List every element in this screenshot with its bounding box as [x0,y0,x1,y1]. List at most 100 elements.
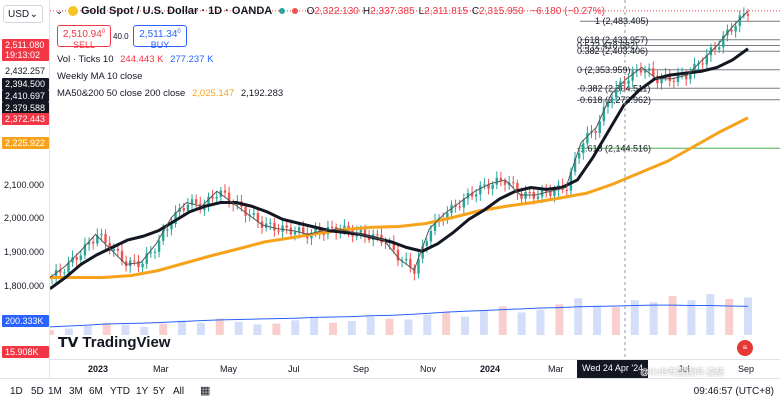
candle-body [141,263,144,268]
volume-bar [479,310,488,335]
candle-body [170,223,173,230]
weekly-ma-line [50,10,749,278]
currency-selector[interactable]: USD ⌄ [3,5,43,23]
candle-body [528,192,531,194]
candle-body [499,177,503,181]
time-axis[interactable]: 2023 Mar May Jul Sep Nov 2024 Mar Jul Sep Wed 24 … [50,359,780,378]
candle-body [104,233,107,243]
price-label: 2,394.500 [2,78,49,90]
candle-body [516,183,519,194]
candle-body [425,241,428,246]
candle-body [157,240,161,252]
candle-body [83,244,87,256]
chart-legend: ⌄ Gold Spot / U.S. Dollar · 1D · OANDA O… [55,5,605,17]
indicator-ma50-200[interactable]: MA50&200 50 close 200 close 2,025.147 2,… [57,88,283,99]
candle-body [322,234,326,236]
sell-price: 2,510.94 [62,29,102,40]
x-tick-label: Jul [288,364,300,374]
candle-body [536,196,540,199]
candle-body [137,261,140,268]
candle-body [75,257,78,260]
range-button-1m[interactable]: 1M [48,386,62,397]
candle-body [59,269,62,273]
price-axis[interactable]: USD ⌄ 2,511.080 19:13:02 2,432.257 2,394.50… [0,0,50,378]
symbol-title[interactable]: Gold Spot / U.S. Dollar · 1D · OANDA [80,5,273,17]
volume-bar [328,322,337,335]
volume-bar [744,297,752,335]
candle-body [359,229,363,233]
range-button-6m[interactable]: 6M [89,386,103,397]
indicator-volume[interactable]: Vol · Ticks 10 244.443 K 277.237 K [57,54,213,65]
calendar-icon[interactable]: ▦ [200,385,211,397]
volume-bar [461,316,470,335]
price-chart[interactable]: 1 (2,483.405) 0.618 (2,433.957) 0.5 (2,418… [50,0,780,378]
volume-bar [442,312,451,335]
candle-body [96,235,99,244]
candle-body [108,242,111,251]
flag-icon[interactable]: ≡ [737,340,753,356]
volume-bar [423,314,432,335]
candle-body [186,204,190,211]
candle-body [470,192,474,197]
spread-value: 40.0 [113,32,129,41]
range-button-all[interactable]: All [173,386,185,397]
collapse-chevron-icon[interactable]: ⌄ [55,6,64,17]
volume-bar [347,321,356,335]
volume-bar [517,312,526,335]
y-tick-label: 2,000.000 [4,213,45,223]
ohlc-o: O2,322.130 [307,6,359,17]
volume-bar [649,302,658,335]
candle-body [112,249,115,251]
candle-body [227,192,231,203]
volume-bar [706,294,715,335]
candle-body [174,211,177,224]
y-tick-label: 1,900.000 [4,247,45,257]
price-label: 2,511.080 19:13:02 [2,39,49,61]
sell-button[interactable]: 2,510.940 SELL [57,25,111,50]
chevron-down-icon: ⌄ [29,8,38,20]
x-tick-label: Mar [548,364,564,374]
volume-bar [196,322,205,335]
volume-bar [498,306,507,335]
candle-body [277,230,280,232]
range-button-5d[interactable]: 5D [31,386,44,397]
fib-level-label: -1.618 (2,144.516) [577,143,651,153]
candle-body [363,229,367,237]
indicator-value: 2,025.147 [191,88,235,99]
candle-body [610,97,614,104]
volume-bar [272,323,281,335]
y-tick-label: 2,100.000 [4,180,45,190]
candle-body [512,182,515,184]
candle-body [153,251,157,253]
candle-body [746,14,750,16]
volume-bar [234,321,243,335]
ohlc-key: L [418,6,425,17]
range-button-1d[interactable]: 1D [10,386,23,397]
tradingview-logo[interactable]: 𝗧𝗩 TradingView [58,334,170,351]
range-button-3m[interactable]: 3M [69,386,83,397]
buy-price: 2,511.34 [139,29,178,40]
candle-body [479,185,482,195]
x-tick-label: 2023 [88,364,109,374]
candle-body [314,228,317,233]
candle-body [166,229,169,231]
candle-body [256,213,260,222]
x-tick-label: Sep [738,364,755,374]
candle-body [87,241,91,245]
candle-body [660,77,663,84]
buy-button[interactable]: 2,511.340 BUY [133,25,187,50]
range-button-1y[interactable]: 1Y [136,386,149,397]
candle-body [91,241,95,244]
chart-canvas[interactable]: 1 (2,483.405) 0.618 (2,433.957)0.5 (2,418… [50,0,780,378]
ohlc-values: O2,322.130 H2,337.385 L2,311.815 C2,315.950 [307,6,528,17]
clock[interactable]: 09:46:57 (UTC+8) [693,386,774,397]
volume-bar [159,323,168,335]
indicator-weekly-ma[interactable]: Weekly MA 10 close [57,71,142,82]
range-button-ytd[interactable]: YTD [110,386,130,397]
range-button-5y[interactable]: 5Y [153,386,166,397]
candle-body [582,143,585,154]
candle-body [120,250,124,262]
candle-body [223,190,227,193]
fib-level-label: -0.382 (2,304.511) [577,83,650,93]
candle-body [161,230,165,241]
